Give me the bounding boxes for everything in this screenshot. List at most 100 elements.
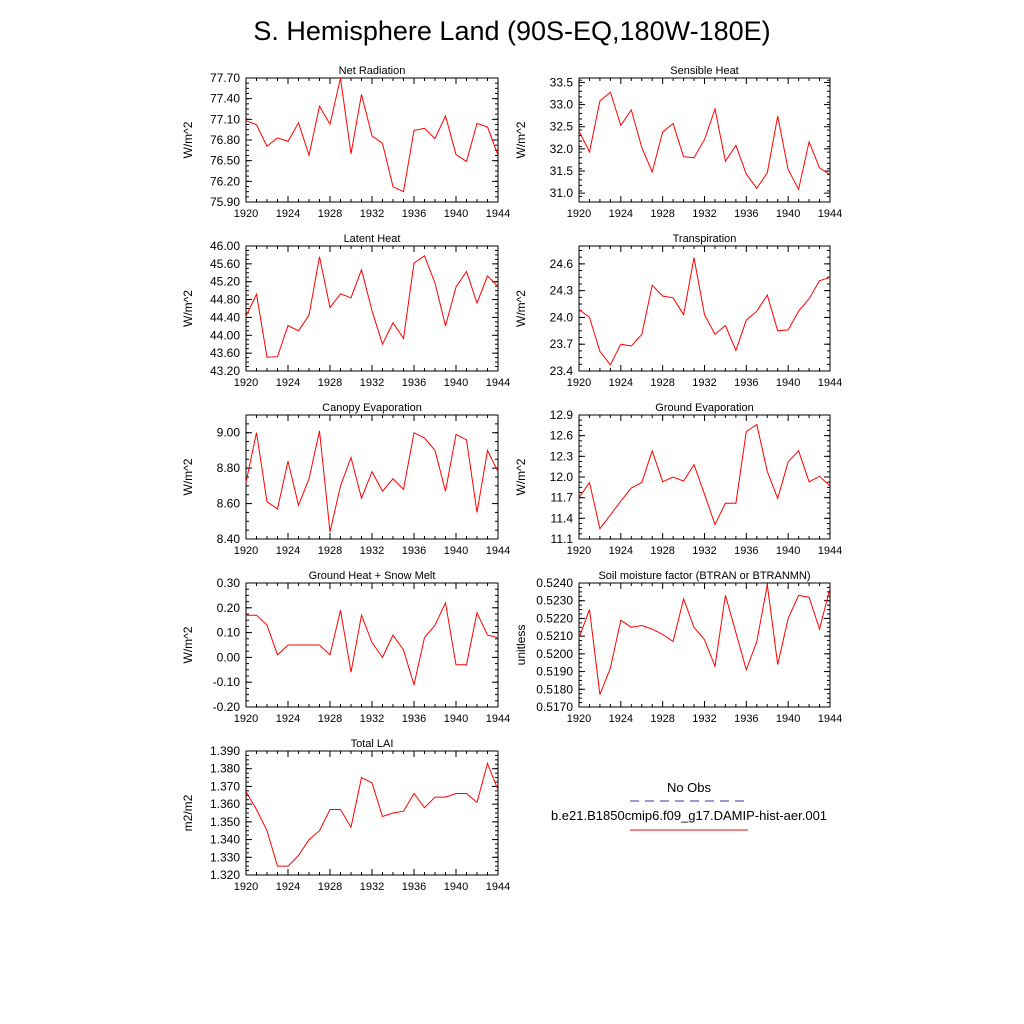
- panel-9-series-line: [245, 761, 499, 867]
- panel-6-ytick-label: 12.0: [550, 470, 574, 484]
- panel-9-ytick-label: 1.340: [210, 833, 240, 847]
- panel-3-ytick-label: 45.20: [210, 275, 240, 289]
- panel-8-xtick-label: 1928: [650, 713, 674, 725]
- panel-8-ytick-label: 0.5200: [536, 647, 573, 661]
- panel-3-xtick-label: 1928: [318, 377, 342, 389]
- panel-5-ytick-label: 8.60: [217, 497, 241, 511]
- panel-8-title: Soil moisture factor (BTRAN or BTRANMN): [598, 570, 810, 582]
- panel-5-ytick-label: 8.40: [217, 532, 241, 546]
- panel-6-series-line: [578, 423, 831, 530]
- legend-obs-label: No Obs: [667, 780, 712, 795]
- panel-3-ylabel: W/m^2: [181, 290, 195, 327]
- panel-2-ytick-label: 31.5: [550, 164, 574, 178]
- panel-8-xtick-label: 1936: [734, 713, 758, 725]
- figure-title: S. Hemisphere Land (90S-EQ,180W-180E): [253, 16, 770, 46]
- panel-6-ytick-label: 11.4: [551, 511, 574, 525]
- panel-7-xtick-label: 1944: [486, 713, 510, 725]
- panel-1-ytick-label: 77.70: [210, 71, 240, 85]
- panel-4-ytick-label: 24.6: [550, 257, 574, 271]
- panel-1-xtick-label: 1944: [486, 208, 510, 220]
- panel-8-ytick-label: 0.5210: [536, 629, 573, 643]
- panel-4-title: Transpiration: [673, 233, 737, 245]
- panel-9-xtick-label: 1928: [318, 881, 342, 893]
- panel-6-ylabel: W/m^2: [514, 458, 528, 495]
- panel-7-ytick-label: -0.20: [213, 700, 241, 714]
- panel-9-ytick-label: 1.380: [210, 762, 240, 776]
- panel-1-title: Net Radiation: [339, 65, 406, 77]
- panel-4-series-line: [578, 257, 831, 366]
- panel-7-xtick-label: 1920: [234, 713, 258, 725]
- panel-4-xtick-label: 1928: [650, 377, 674, 389]
- panel-3-ytick-label: 44.40: [210, 310, 240, 324]
- panel-3-ytick-label: 45.60: [210, 257, 240, 271]
- panel-1-ytick-label: 77.10: [210, 112, 240, 126]
- panel-8-ytick-label: 0.5190: [536, 665, 573, 679]
- panel-4: Transpiration W/m^2 1920 1924 1928 1932 1936 19…: [514, 233, 842, 389]
- panel-5-series-line: [245, 430, 499, 533]
- panel-4-xtick-label: 1936: [734, 377, 758, 389]
- panel-7-ytick-label: 0.00: [217, 650, 241, 664]
- legend: No Obs b.e21.B1850cmip6.f09_g17.DAMIP-hi…: [551, 780, 827, 831]
- panel-7-xtick-label: 1936: [402, 713, 426, 725]
- panel-1-xtick-label: 1924: [276, 208, 300, 220]
- panel-3-ytick-label: 44.80: [210, 293, 240, 307]
- panel-8-ylabel: unitless: [514, 625, 528, 666]
- panel-7-title: Ground Heat + Snow Melt: [309, 570, 436, 582]
- panel-1-xtick-label: 1932: [360, 208, 384, 220]
- panel-5-xtick-label: 1940: [444, 545, 468, 557]
- panel-6-ytick-label: 12.3: [550, 449, 574, 463]
- panel-6-xtick-label: 1924: [609, 545, 633, 557]
- panel-8-xtick-label: 1944: [818, 713, 842, 725]
- panel-3-xtick-label: 1940: [444, 377, 468, 389]
- panel-2-xtick-label: 1932: [692, 208, 716, 220]
- panel-9: Total LAI m2/m2 1920 1924 1928 1932 1936 1940 19…: [181, 738, 510, 893]
- panel-3-xtick-label: 1924: [276, 377, 300, 389]
- panel-1-xtick-label: 1928: [318, 208, 342, 220]
- panel-9-xtick-label: 1920: [234, 881, 258, 893]
- panel-8-ytick-label: 0.5240: [536, 576, 573, 590]
- panel-8-xtick-label: 1940: [776, 713, 800, 725]
- panel-7-xtick-label: 1940: [444, 713, 468, 725]
- panel-4-ylabel: W/m^2: [514, 290, 528, 327]
- panel-7-ytick-label: -0.10: [213, 675, 241, 689]
- panel-7-series-line: [246, 601, 499, 687]
- panel-4-ytick-label: 24.0: [550, 310, 574, 324]
- panel-1-xtick-label: 1920: [234, 208, 258, 220]
- panel-1-series-line: [245, 77, 499, 193]
- panel-3-xtick-label: 1936: [402, 377, 426, 389]
- panels-group: Net Radiation W/m^2 1920 1924 1928 1932 1936 19…: [181, 65, 842, 893]
- panel-2-ytick-label: 31.0: [550, 186, 574, 200]
- panel-6-xtick-label: 1920: [567, 545, 591, 557]
- panel-7-xtick-label: 1928: [318, 713, 342, 725]
- panel-5-title: Canopy Evaporation: [322, 402, 422, 414]
- panel-2-ytick-label: 33.0: [550, 98, 574, 112]
- panel-5-ytick-label: 8.80: [217, 461, 241, 475]
- panel-8-ytick-label: 0.5170: [536, 700, 573, 714]
- panel-4-ytick-label: 23.7: [550, 337, 574, 351]
- panel-9-ytick-label: 1.370: [210, 779, 240, 793]
- panel-6-ytick-label: 12.6: [550, 429, 574, 443]
- panel-1-ytick-label: 76.80: [210, 133, 240, 147]
- panel-1-ylabel: W/m^2: [181, 121, 195, 158]
- panel-8-ytick-label: 0.5180: [536, 682, 573, 696]
- panel-5-xtick-label: 1924: [276, 545, 300, 557]
- panel-2-xtick-label: 1928: [650, 208, 674, 220]
- panel-2-xtick-label: 1936: [734, 208, 758, 220]
- panel-8-xtick-label: 1932: [692, 713, 716, 725]
- panel-2-xtick-label: 1924: [609, 208, 633, 220]
- panel-7-xtick-label: 1924: [276, 713, 300, 725]
- panel-2-xtick-label: 1944: [818, 208, 842, 220]
- panel-6-ytick-label: 11.7: [551, 491, 574, 505]
- panel-2-series-line: [578, 91, 831, 191]
- panel-8-series-line: [578, 584, 831, 695]
- panel-4-xtick-label: 1932: [692, 377, 716, 389]
- panel-1-ytick-label: 76.50: [210, 154, 240, 168]
- panel-3: Latent Heat W/m^2 1920 1924 1928 1932 1936 1940…: [181, 233, 510, 389]
- legend-model-label: b.e21.B1850cmip6.f09_g17.DAMIP-hist-aer.…: [551, 808, 827, 823]
- panel-2-ytick-label: 33.5: [550, 75, 574, 89]
- panel-5-xtick-label: 1932: [360, 545, 384, 557]
- panel-4-xtick-label: 1924: [609, 377, 633, 389]
- panel-9-ytick-label: 1.320: [210, 868, 240, 882]
- panel-5-xtick-label: 1944: [486, 545, 510, 557]
